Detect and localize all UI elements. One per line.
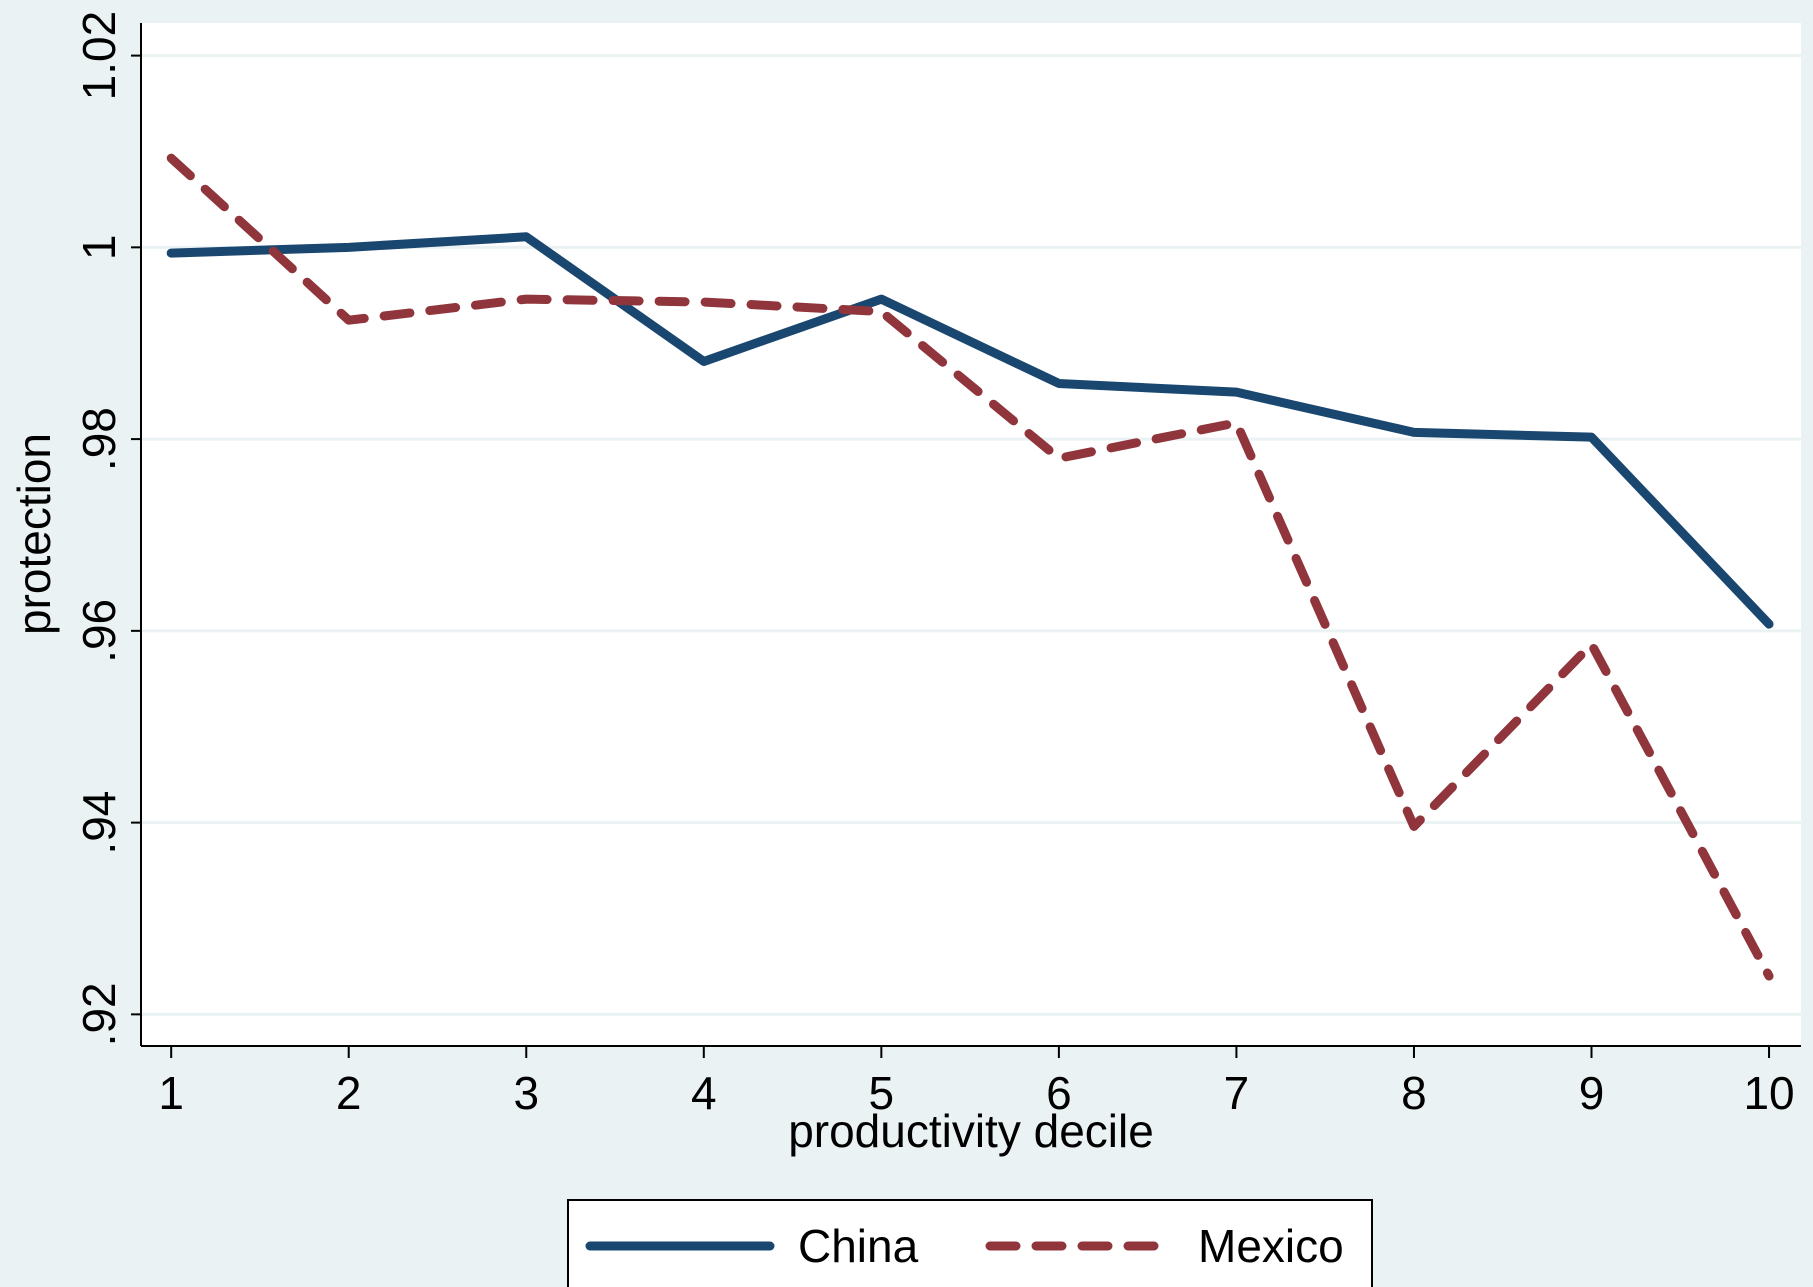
x-tick-label: 2 [336,1067,362,1119]
series-line [166,153,1774,981]
y-tick-label: .94 [73,791,125,855]
y-axis-title: protection [8,433,60,635]
legend-label: Mexico [1198,1220,1344,1272]
x-tick-label: 6 [1046,1067,1072,1119]
x-tick-label: 10 [1743,1067,1794,1119]
series-line [166,232,1774,629]
y-tick-label: .96 [73,599,125,663]
x-tick-label: 8 [1401,1067,1427,1119]
y-tick-label: .92 [73,982,125,1046]
x-tick-label: 7 [1224,1067,1250,1119]
plot-area [141,23,1801,1046]
y-tick-label: .98 [73,407,125,471]
x-tick-label: 3 [513,1067,539,1119]
x-tick-label: 9 [1579,1067,1605,1119]
x-tick-label: 1 [158,1067,184,1119]
x-tick-label: 4 [691,1067,717,1119]
y-tick-label: 1 [73,235,125,261]
y-tick-label: 1.02 [73,11,125,101]
legend-label: China [798,1220,919,1272]
x-axis-title: productivity decile [788,1105,1154,1157]
x-tick-label: 5 [869,1067,895,1119]
